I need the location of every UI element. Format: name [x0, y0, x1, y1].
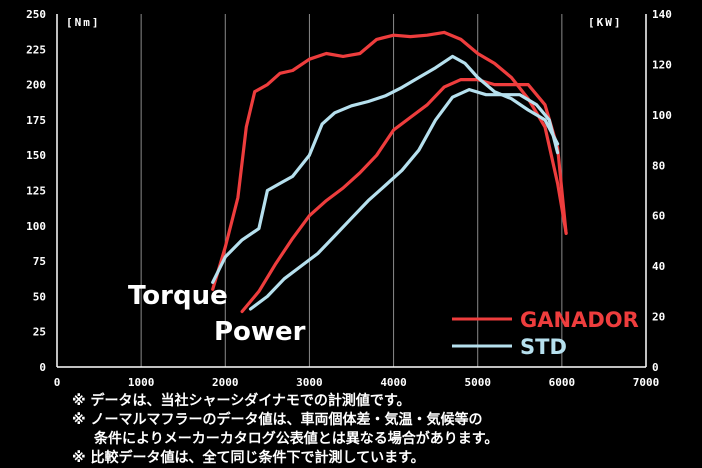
y-left-tick-label: 225 [26, 43, 46, 56]
x-tick-label: 4000 [380, 376, 407, 389]
x-tick-label: 7000 [633, 376, 660, 389]
footnote-2: ※ ノーマルマフラーのデータ値は、車両個体差・気温・気候等の [72, 412, 483, 428]
y-right-tick-label: 40 [652, 260, 665, 273]
grid [56, 14, 647, 368]
x-tick-label: 6000 [549, 376, 576, 389]
y-left-tick-label: 50 [33, 290, 46, 303]
x-tick-label: 3000 [296, 376, 323, 389]
y-right-tick-label: 0 [652, 361, 659, 374]
footnotes: ※ データは、当社シャーシダイナモでの計測値です。 ※ ノーマルマフラーのデータ… [72, 392, 692, 468]
y-left-tick-label: 0 [39, 361, 46, 374]
footnote-2-continued: 条件によりメーカーカタログ公表値とは異なる場合があります。 [94, 431, 499, 447]
y-right-tick-label: 140 [652, 8, 672, 21]
footnote-1: ※ データは、当社シャーシダイナモでの計測値です。 [72, 393, 411, 409]
y-left-axis-label: [Nm] [66, 16, 101, 29]
y-right-tick-label: 120 [652, 58, 672, 71]
series-lines [211, 30, 568, 314]
y-left-tick-label: 175 [26, 114, 46, 127]
y-right-tick-label: 80 [652, 159, 665, 172]
torque-annotation: Torque [128, 281, 228, 311]
x-tick-label: 5000 [464, 376, 491, 389]
series-std-torque [211, 54, 560, 284]
series-ganador-power [240, 77, 568, 314]
y-left-tick-label: 125 [26, 185, 46, 198]
x-tick-label: 2000 [212, 376, 239, 389]
y-right-tick-label: 100 [652, 109, 672, 122]
footnote-3: ※ 比較データ値は、全て同じ条件下で計測しています。 [72, 450, 425, 466]
x-tick-label: 1000 [128, 376, 155, 389]
axis-ticks: 0 1000 2000 3000 4000 5000 6000 700002550751001… [26, 8, 672, 389]
y-right-tick-label: 60 [652, 210, 665, 223]
y-left-tick-label: 25 [33, 326, 46, 339]
legend-label-ganador: GANADOR [520, 308, 639, 332]
dyno-chart: [Nm] [KW] 0 1000 2000 3000 4000 5000 6000 70000… [26, 8, 672, 389]
y-left-tick-label: 150 [26, 149, 46, 162]
y-left-tick-label: 250 [26, 8, 46, 21]
y-left-tick-label: 200 [26, 79, 46, 92]
series-std-power [248, 87, 560, 311]
y-left-tick-label: 100 [26, 220, 46, 233]
series-ganador-torque [211, 30, 568, 291]
y-right-axis-label: [KW] [588, 16, 623, 29]
y-left-tick-label: 75 [33, 255, 46, 268]
x-tick-label: 0 [54, 376, 61, 389]
legend-label-std: STD [520, 335, 567, 359]
power-annotation: Power [214, 317, 306, 347]
legend: GANADOR STD [452, 308, 639, 359]
y-right-tick-label: 20 [652, 311, 665, 324]
